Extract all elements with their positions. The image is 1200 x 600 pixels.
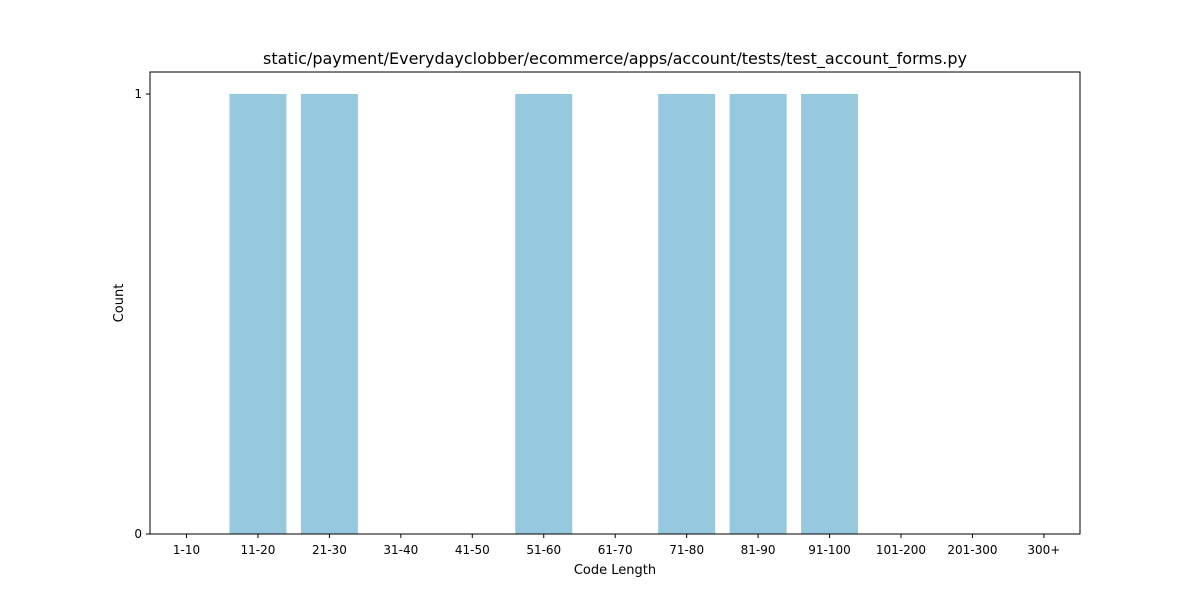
x-axis-title: Code Length xyxy=(574,563,656,578)
bar-71-80 xyxy=(658,94,716,534)
x-tick-label: 81-90 xyxy=(741,543,776,557)
x-tick-label: 61-70 xyxy=(598,543,633,557)
chart-title: static/payment/Everydayclobber/ecommerce… xyxy=(263,49,967,69)
x-tick-label: 71-80 xyxy=(669,543,704,557)
x-tick-label: 300+ xyxy=(1027,543,1060,557)
y-tick-label: 1 xyxy=(134,87,142,101)
x-tick-label: 21-30 xyxy=(312,543,347,557)
x-tick-label: 31-40 xyxy=(383,543,418,557)
x-tick-label: 51-60 xyxy=(526,543,561,557)
y-axis-ticks: 01 xyxy=(134,87,150,541)
x-tick-label: 11-20 xyxy=(241,543,276,557)
bar-81-90 xyxy=(729,94,787,534)
x-tick-label: 41-50 xyxy=(455,543,490,557)
y-tick-label: 0 xyxy=(134,527,142,541)
x-axis-ticks: 1-10 11-20 21-30 31-40 41-50 51-60 61-70 71-80 8… xyxy=(173,534,1060,557)
bar-11-20 xyxy=(229,94,287,534)
bar-51-60 xyxy=(515,94,573,534)
bar-21-30 xyxy=(300,94,358,534)
x-tick-label: 101-200 xyxy=(876,543,926,557)
bar-91-100 xyxy=(801,94,859,534)
x-tick-label: 201-300 xyxy=(947,543,997,557)
bars-layer xyxy=(229,94,859,534)
x-tick-label: 91-100 xyxy=(808,543,851,557)
x-tick-label: 1-10 xyxy=(173,543,200,557)
y-axis-title: Count xyxy=(112,284,127,323)
plot-area-frame xyxy=(149,71,1081,535)
